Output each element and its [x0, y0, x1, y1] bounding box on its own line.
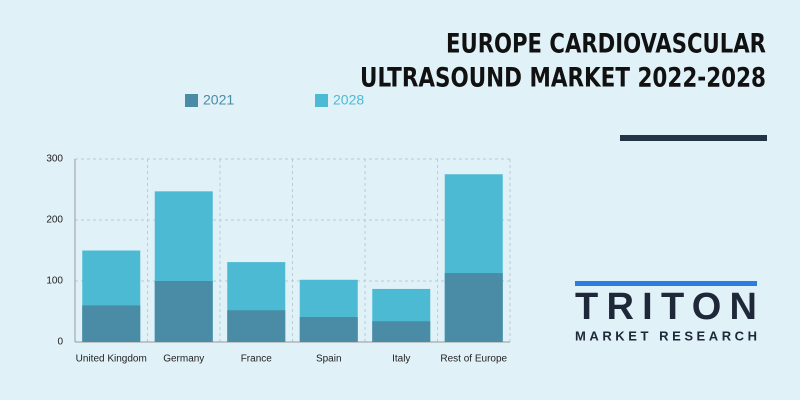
bar	[154, 281, 213, 342]
bar	[372, 321, 431, 342]
legend-label: 2028	[333, 92, 364, 108]
x-tick-label: Spain	[316, 354, 342, 365]
legend-swatch	[315, 94, 328, 107]
logo-bar	[575, 281, 757, 286]
bar	[82, 305, 141, 342]
bar	[227, 310, 286, 342]
x-tick-label: France	[241, 354, 273, 365]
x-tick-label: United Kingdom	[76, 354, 147, 365]
x-tick-label: Germany	[163, 354, 204, 365]
logo-name: TRITON	[575, 286, 757, 328]
x-tick-label: Italy	[392, 354, 410, 365]
legend-label: 2021	[203, 92, 234, 108]
y-tick-label: 300	[46, 154, 63, 165]
divider	[620, 135, 767, 141]
bar	[299, 316, 358, 342]
x-tick-label: Rest of Europe	[440, 354, 507, 365]
y-tick-label: 200	[46, 215, 63, 226]
logo-tagline: MARKET RESEARCH	[575, 328, 757, 343]
y-tick-label: 0	[57, 337, 63, 348]
y-tick-label: 100	[46, 276, 63, 287]
chart-title: ULTRASOUND MARKET 2022-2028	[360, 63, 766, 94]
legend-swatch	[185, 94, 198, 107]
chart-title: EUROPE CARDIOVASCULAR	[446, 29, 766, 60]
bar	[444, 273, 503, 342]
